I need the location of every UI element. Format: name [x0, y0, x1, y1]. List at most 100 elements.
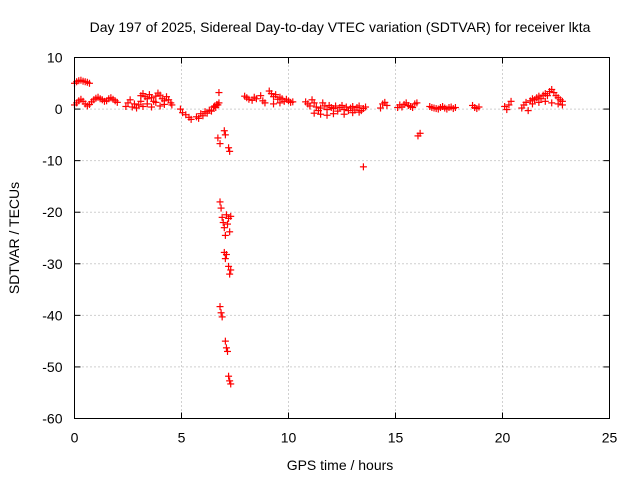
data-point	[329, 110, 337, 118]
data-point	[227, 212, 235, 220]
data-point	[359, 163, 367, 171]
data-point	[528, 100, 536, 108]
data-point	[272, 91, 280, 99]
data-point	[554, 100, 562, 108]
x-tick-labels: 0 5 10 15 20 25	[71, 430, 618, 446]
y-axis-label: SDTVAR / TECUs	[6, 182, 22, 294]
data-point	[225, 372, 233, 380]
data-point	[475, 103, 483, 111]
data-point	[451, 104, 459, 112]
data-point	[317, 110, 325, 118]
y-tick-label: 10	[47, 50, 63, 66]
data-point	[220, 127, 228, 135]
data-point	[543, 92, 551, 100]
data-point	[413, 99, 421, 107]
data-point	[558, 101, 566, 109]
x-tick-label: 15	[388, 430, 404, 446]
data-point	[310, 99, 318, 107]
data-point	[217, 309, 225, 317]
data-point	[156, 102, 164, 110]
data-point	[187, 115, 195, 123]
data-point	[156, 91, 164, 99]
data-point	[130, 100, 138, 108]
data-point	[216, 140, 224, 148]
x-tick-label: 25	[602, 430, 618, 446]
x-axis-label: GPS time / hours	[287, 457, 394, 473]
data-point	[334, 107, 342, 115]
data-point	[219, 219, 227, 227]
chart-title: Day 197 of 2025, Sidereal Day-to-day VTE…	[90, 19, 591, 35]
data-point	[270, 100, 278, 108]
axis-ticks	[74, 57, 610, 419]
data-point	[505, 101, 513, 109]
data-point	[135, 101, 143, 109]
data-point	[226, 377, 234, 385]
y-tick-label: -40	[42, 307, 62, 323]
data-point	[143, 100, 151, 108]
data-point	[355, 108, 363, 116]
data-point	[113, 98, 121, 106]
data-point	[383, 101, 391, 109]
data-point	[276, 99, 284, 107]
data-point	[215, 99, 223, 107]
data-point	[524, 107, 532, 115]
data-point	[222, 251, 230, 259]
x-tick-label: 20	[495, 430, 511, 446]
data-point	[214, 134, 222, 142]
data-point	[349, 109, 357, 117]
grid-lines	[74, 57, 610, 419]
data-point	[312, 103, 320, 111]
data-point	[362, 103, 370, 111]
data-point	[409, 104, 417, 112]
x-tick-label: 10	[281, 430, 297, 446]
data-point	[226, 228, 234, 236]
data-point	[323, 111, 331, 119]
data-point	[224, 347, 232, 355]
data-point	[85, 79, 93, 87]
data-point	[332, 102, 340, 110]
data-point	[252, 95, 260, 103]
data-point	[227, 380, 235, 388]
data-point	[261, 99, 269, 107]
data-point	[227, 266, 235, 274]
data-point	[199, 112, 207, 120]
data-point	[340, 110, 348, 118]
data-point	[535, 98, 543, 106]
data-point	[224, 220, 232, 228]
y-tick-label: -20	[42, 204, 62, 220]
data-point	[226, 270, 234, 278]
data-point	[548, 99, 556, 107]
data-point	[176, 105, 184, 113]
plot-frame	[74, 57, 610, 419]
data-point	[217, 204, 225, 212]
data-point	[222, 211, 230, 219]
x-tick-label: 5	[178, 430, 186, 446]
data-point	[160, 100, 168, 108]
data-point	[168, 101, 176, 109]
y-tick-label: -10	[42, 153, 62, 169]
y-tick-label: -30	[42, 256, 62, 272]
data-point	[221, 231, 229, 239]
data-point	[207, 107, 215, 115]
data-point	[306, 102, 314, 110]
data-point	[225, 262, 233, 270]
data-point	[289, 98, 297, 106]
data-point	[257, 92, 265, 100]
data-point	[215, 89, 223, 97]
data-point	[541, 97, 549, 105]
data-point	[220, 224, 228, 232]
data-point	[245, 95, 253, 103]
data-point	[148, 94, 156, 102]
data-point	[338, 101, 346, 109]
y-tick-label: 0	[55, 101, 63, 117]
data-point	[377, 104, 385, 112]
data-point	[507, 97, 515, 105]
data-point	[342, 103, 350, 111]
x-tick-label: 0	[71, 430, 79, 446]
data-point	[222, 344, 230, 352]
data-point	[355, 102, 363, 110]
data-point	[216, 198, 224, 206]
data-point	[126, 96, 134, 104]
data-point	[522, 98, 530, 106]
data-points	[71, 76, 566, 388]
